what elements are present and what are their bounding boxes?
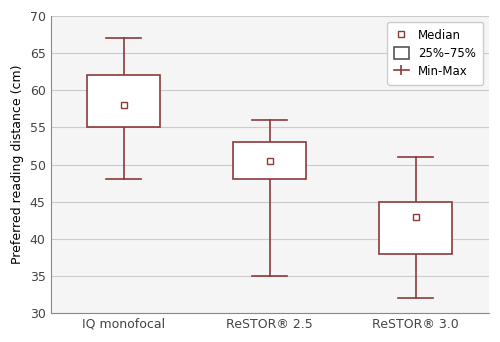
Y-axis label: Preferred reading distance (cm): Preferred reading distance (cm) [11,65,24,264]
Bar [380,202,452,254]
Legend: Median, 25%–75%, Min-Max: Median, 25%–75%, Min-Max [388,22,483,85]
Bar [233,142,306,180]
Bar [87,76,160,128]
